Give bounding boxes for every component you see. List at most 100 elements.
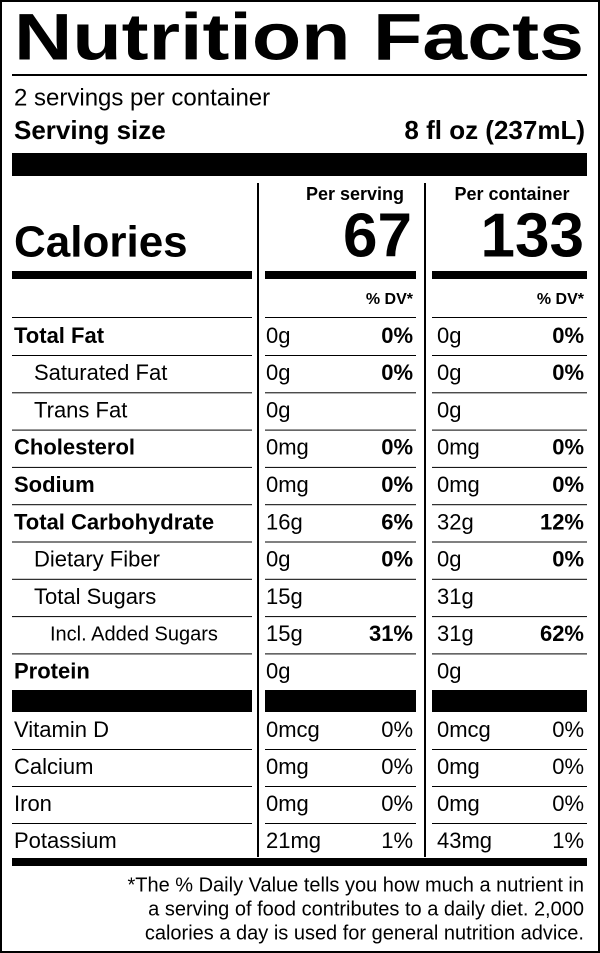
amount: 31g	[437, 621, 474, 646]
nutrient-name: Potassium	[14, 828, 117, 853]
rule	[265, 504, 416, 506]
nutrient-name: Sodium	[14, 472, 95, 497]
rule	[432, 466, 587, 468]
amount: 0g	[266, 547, 290, 572]
nutrient-name: Iron	[14, 791, 52, 816]
rule	[12, 355, 252, 356]
bar	[265, 690, 416, 712]
footnote: calories a day is used for general nutri…	[145, 922, 584, 944]
amount: 32g	[437, 509, 474, 534]
rule	[432, 392, 587, 394]
daily-value: 6%	[381, 509, 413, 534]
footnote: *The % Daily Value tells you how much a …	[127, 874, 584, 896]
rule	[432, 504, 587, 506]
nutrient-name: Dietary Fiber	[34, 547, 160, 572]
calories-value: 133	[481, 201, 584, 270]
nutrient-name: Incl. Added Sugars	[50, 624, 218, 646]
rule	[265, 355, 416, 356]
bar	[432, 271, 587, 279]
servings: 2 servings per container	[14, 84, 270, 111]
nutrient-name: Trans Fat	[34, 397, 127, 422]
rule	[12, 317, 252, 318]
footnote: a serving of food contributes to a daily…	[148, 898, 584, 920]
amount: 0mg	[437, 472, 480, 497]
rule	[12, 504, 252, 506]
daily-value: 0%	[552, 360, 584, 385]
rule	[265, 786, 416, 787]
rule	[12, 823, 252, 824]
amount: 43mg	[437, 828, 492, 853]
column-header: Per serving	[306, 184, 404, 204]
daily-value: 0%	[381, 360, 413, 385]
rule	[265, 541, 416, 543]
rule	[432, 578, 587, 580]
amount: 0g	[266, 397, 290, 422]
amount: 0mcg	[266, 717, 320, 742]
amount: 0mg	[437, 754, 480, 779]
serving-size-label: Serving size	[14, 115, 166, 145]
daily-value: 0%	[552, 323, 584, 348]
bar	[12, 690, 252, 712]
rule	[12, 429, 252, 431]
rule	[265, 429, 416, 431]
amount: 0g	[437, 323, 461, 348]
amount: 0g	[437, 397, 461, 422]
serving-size-value: 8 fl oz (237mL)	[404, 115, 585, 145]
daily-value: 0%	[381, 435, 413, 460]
rule	[432, 355, 587, 356]
rule	[432, 786, 587, 787]
daily-value: 12%	[540, 509, 584, 534]
rule	[12, 74, 587, 76]
amount: 0g	[437, 547, 461, 572]
bar	[12, 858, 587, 866]
daily-value: 0%	[552, 717, 584, 742]
rule	[265, 466, 416, 468]
bar	[265, 271, 416, 279]
rule	[265, 823, 416, 824]
bar	[12, 271, 252, 279]
amount: 0g	[266, 360, 290, 385]
amount: 0mg	[266, 754, 309, 779]
daily-value: 0%	[552, 754, 584, 779]
rule	[432, 541, 587, 543]
rule	[12, 749, 252, 750]
amount: 0g	[266, 323, 290, 348]
nutrient-name: Total Fat	[14, 323, 105, 348]
rule	[12, 786, 252, 787]
daily-value: 0%	[381, 754, 413, 779]
rule	[12, 616, 252, 618]
calories-value: 67	[343, 201, 412, 270]
daily-value: 0%	[381, 472, 413, 497]
amount: 15g	[266, 584, 303, 609]
dv-header: % DV*	[537, 291, 585, 308]
amount: 0mg	[266, 472, 309, 497]
nutrient-name: Saturated Fat	[34, 360, 167, 385]
column-header: Per container	[454, 184, 569, 204]
amount: 0mcg	[437, 717, 491, 742]
daily-value: 0%	[552, 435, 584, 460]
daily-value: 0%	[552, 791, 584, 816]
daily-value: 31%	[369, 621, 413, 646]
amount: 21mg	[266, 828, 321, 853]
divider	[257, 183, 259, 857]
rule	[432, 317, 587, 318]
amount: 15g	[266, 621, 303, 646]
amount: 0mg	[266, 435, 309, 460]
rule	[432, 429, 587, 431]
nutrient-name: Total Sugars	[34, 584, 156, 609]
dv-header: % DV*	[366, 291, 414, 308]
amount: 0mg	[437, 435, 480, 460]
amount: 0g	[266, 659, 290, 684]
amount: 0g	[437, 360, 461, 385]
amount: 0mg	[266, 791, 309, 816]
daily-value: 0%	[381, 717, 413, 742]
nutrient-name: Vitamin D	[14, 717, 109, 742]
bar	[432, 690, 587, 712]
amount: 31g	[437, 584, 474, 609]
daily-value: 0%	[381, 791, 413, 816]
rule	[432, 653, 587, 655]
rule	[432, 616, 587, 618]
rule	[265, 616, 416, 618]
